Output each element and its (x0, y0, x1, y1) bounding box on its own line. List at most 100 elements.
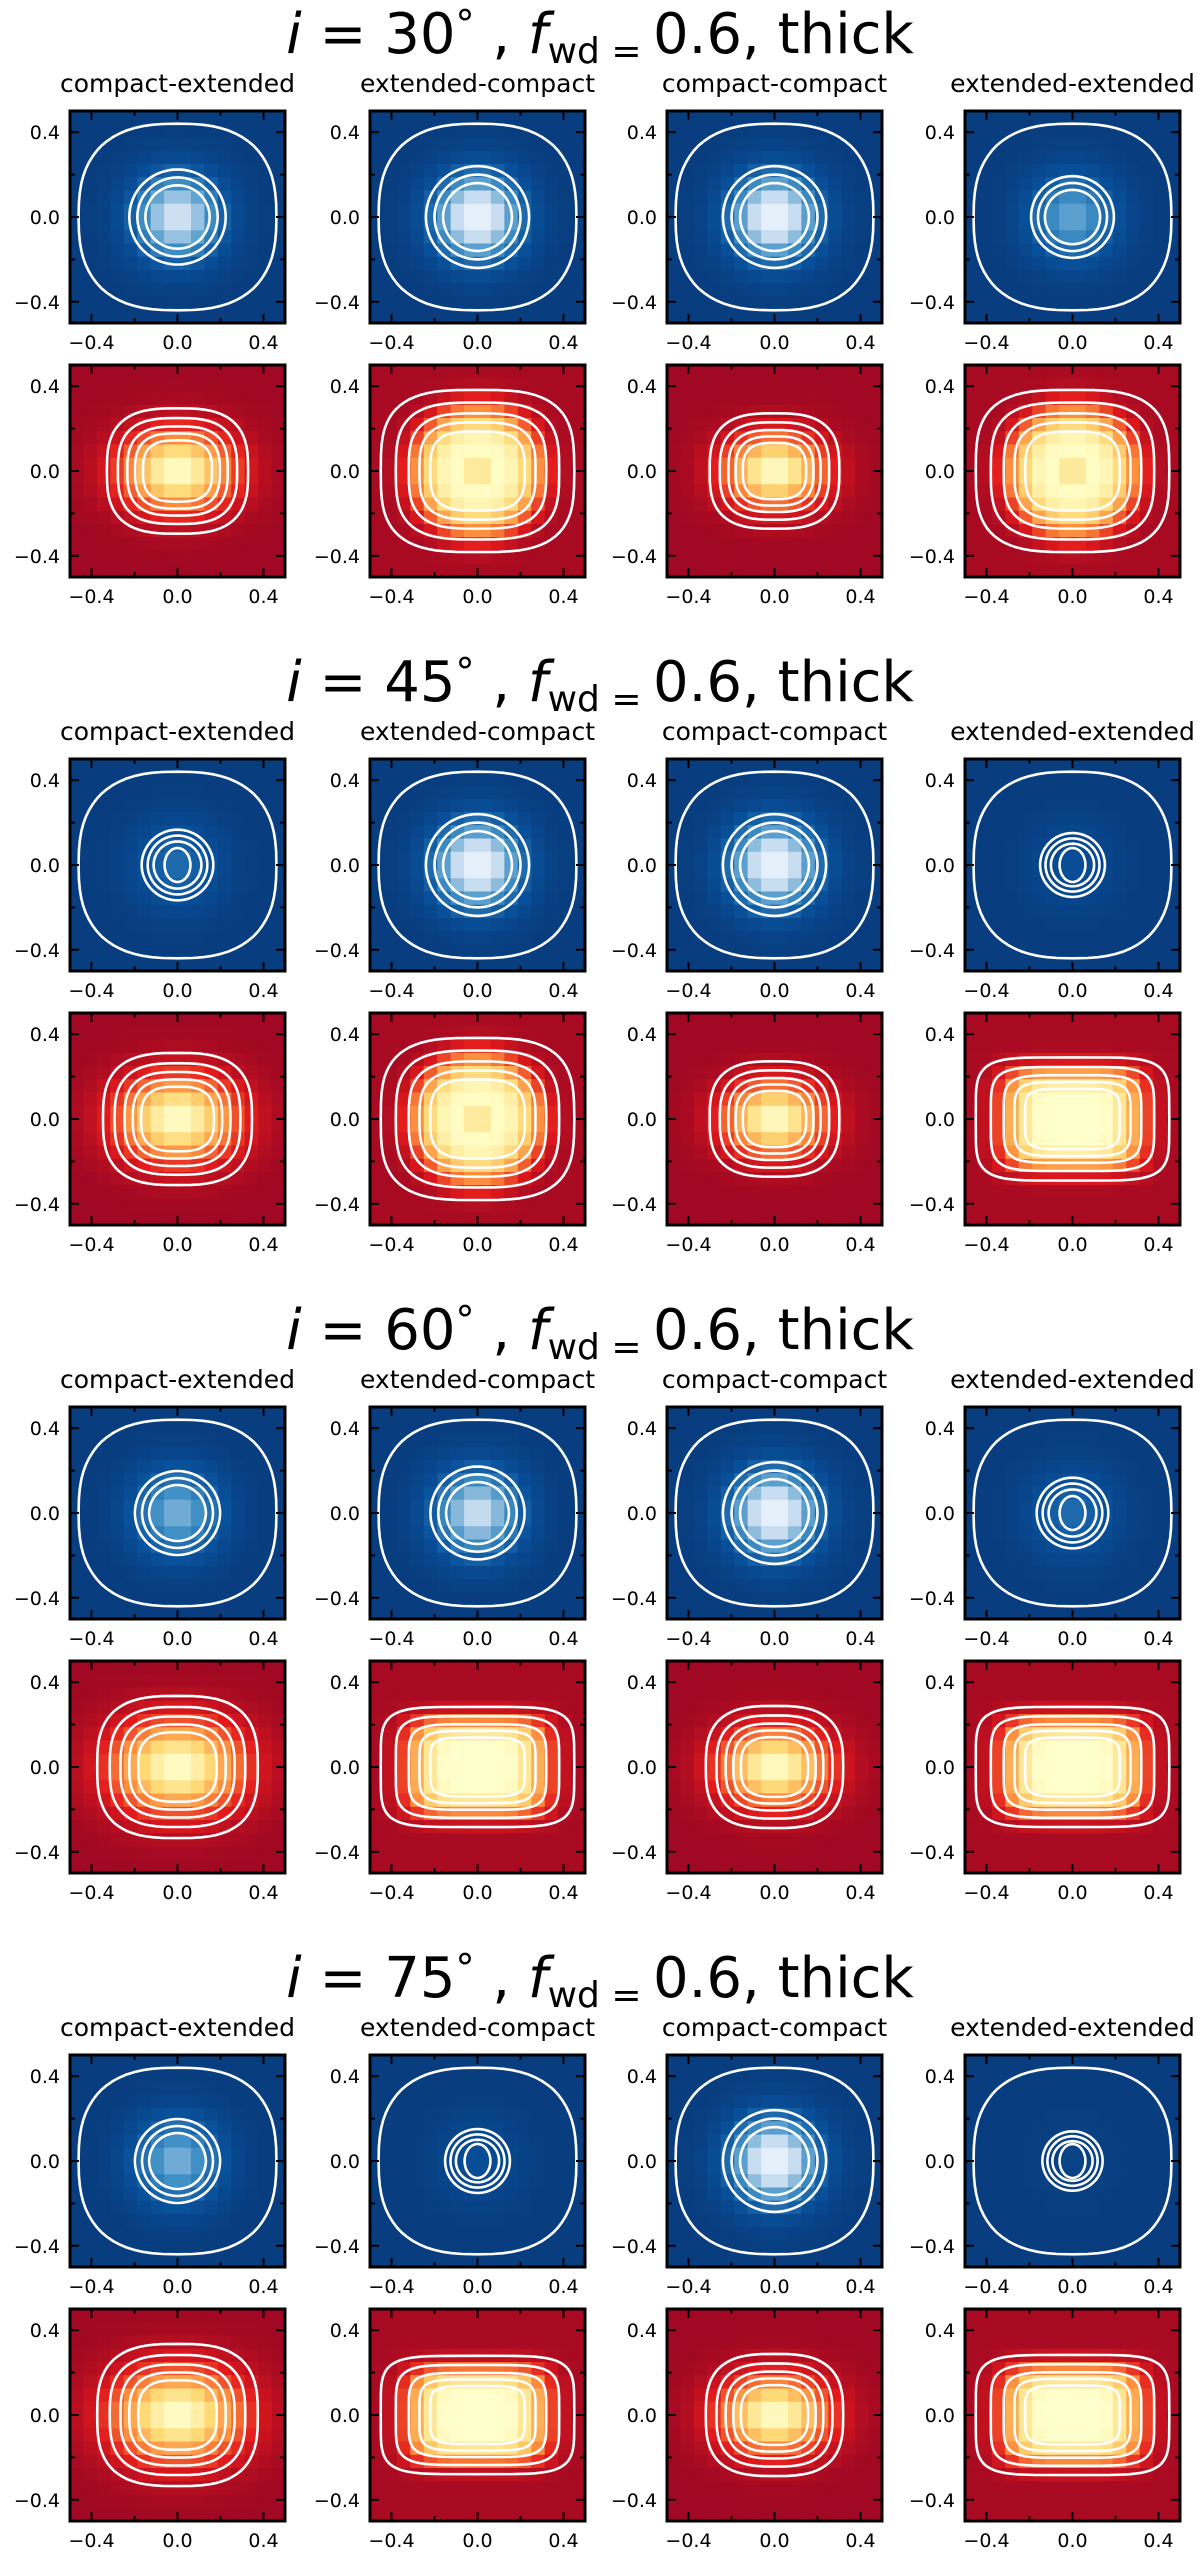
heat-cell (571, 759, 586, 773)
heat-cell (828, 1039, 843, 1054)
heat-cell (96, 124, 111, 139)
heat-cell (258, 217, 273, 231)
heat-cell (814, 150, 829, 165)
heat-cell (855, 137, 870, 152)
heat-cell (258, 1052, 273, 1067)
heat-cell (814, 270, 829, 284)
heat-cell (123, 1674, 138, 1689)
heat-cell (667, 444, 682, 459)
heat-cell (571, 563, 586, 578)
y-tick-label: 0.4 (330, 122, 360, 144)
heat-cell (190, 798, 205, 813)
heat-cell (96, 418, 111, 432)
heat-cell (855, 1052, 870, 1067)
heat-cell (761, 1013, 776, 1027)
heat-cell (787, 404, 802, 419)
heat-cell (978, 365, 993, 379)
heat-cell (1072, 150, 1087, 165)
heat-cell (190, 124, 205, 139)
heat-cell (1072, 785, 1087, 800)
heat-cell (83, 1132, 98, 1147)
heat-cell (271, 164, 286, 178)
heat-cell (828, 825, 843, 840)
heat-cell (558, 243, 573, 258)
heat-cell (1085, 256, 1100, 271)
heat-cell (123, 270, 138, 284)
heat-cell (1018, 865, 1033, 879)
heat-cell (190, 190, 205, 205)
heat-cell (1059, 785, 1074, 800)
heat-cell (137, 137, 152, 152)
heat-cell (1139, 296, 1154, 311)
heat-cell (177, 1579, 192, 1594)
heat-cell (531, 1105, 546, 1120)
heat-cell (868, 203, 883, 218)
heat-cell (680, 1052, 695, 1067)
heat-cell (965, 217, 980, 231)
heat-cell (383, 404, 398, 419)
heat-cell (504, 537, 519, 552)
heat-cell (1126, 1185, 1141, 1200)
heat-cell (531, 838, 546, 853)
heat-cell (70, 203, 85, 218)
heat-cell (110, 904, 125, 919)
heat-cell (204, 1446, 219, 1461)
heat-cell (1139, 825, 1154, 840)
heat-cell (177, 1661, 192, 1675)
heat-cell (667, 524, 682, 538)
heat-cell (477, 944, 492, 959)
heat-cell (1059, 931, 1074, 946)
heat-cell (70, 1198, 85, 1213)
heat-cell (1139, 1013, 1154, 1027)
heat-cell (96, 510, 111, 525)
heat-cell (370, 378, 385, 393)
heat-cell (978, 537, 993, 552)
heat-cell (1059, 1185, 1074, 1200)
heat-cell (1153, 230, 1168, 245)
heat-cell (271, 296, 286, 311)
heat-cell (978, 891, 993, 906)
heat-cell (1153, 537, 1168, 552)
heat-cell (558, 296, 573, 311)
y-tick-label: 0.4 (627, 376, 657, 398)
heat-cell (558, 124, 573, 139)
heat-cell (1085, 1198, 1100, 1213)
heat-cell (774, 217, 789, 231)
heat-cell (258, 137, 273, 152)
heat-cell (150, 1013, 165, 1027)
heat-cell (231, 1433, 246, 1448)
heat-cell (720, 270, 735, 284)
heat-cell (841, 812, 856, 826)
heat-cell (217, 256, 232, 271)
heat-cell (571, 296, 586, 311)
heat-cell (271, 1145, 286, 1160)
heat-cell (204, 365, 219, 379)
heat-cell (477, 878, 492, 893)
heat-cell (123, 1039, 138, 1054)
heat-cell (1126, 1013, 1141, 1027)
heat-cell (83, 190, 98, 205)
heat-cell (110, 1539, 125, 1554)
heat-cell (177, 190, 192, 205)
heat-cell (96, 838, 111, 853)
heat-cell (1139, 230, 1154, 245)
heat-cell (231, 444, 246, 459)
heat-cell (1153, 365, 1168, 379)
heat-cell (828, 256, 843, 271)
heat-cell (787, 471, 802, 485)
heat-cell (667, 391, 682, 406)
heat-cell (680, 1172, 695, 1186)
heat-cell (70, 431, 85, 446)
heat-cell (787, 1105, 802, 1120)
heat-cell (490, 1119, 505, 1133)
heat-cell (544, 111, 559, 125)
heat-cell (517, 785, 532, 800)
heat-cell (423, 270, 438, 284)
heat-cell (490, 524, 505, 538)
heat-cell (1059, 944, 1074, 959)
heat-cell (667, 150, 682, 165)
heat-cell (464, 296, 479, 311)
x-tick-label: 0.0 (759, 586, 789, 608)
heat-cell (137, 1552, 152, 1567)
heat-cell (450, 404, 465, 419)
